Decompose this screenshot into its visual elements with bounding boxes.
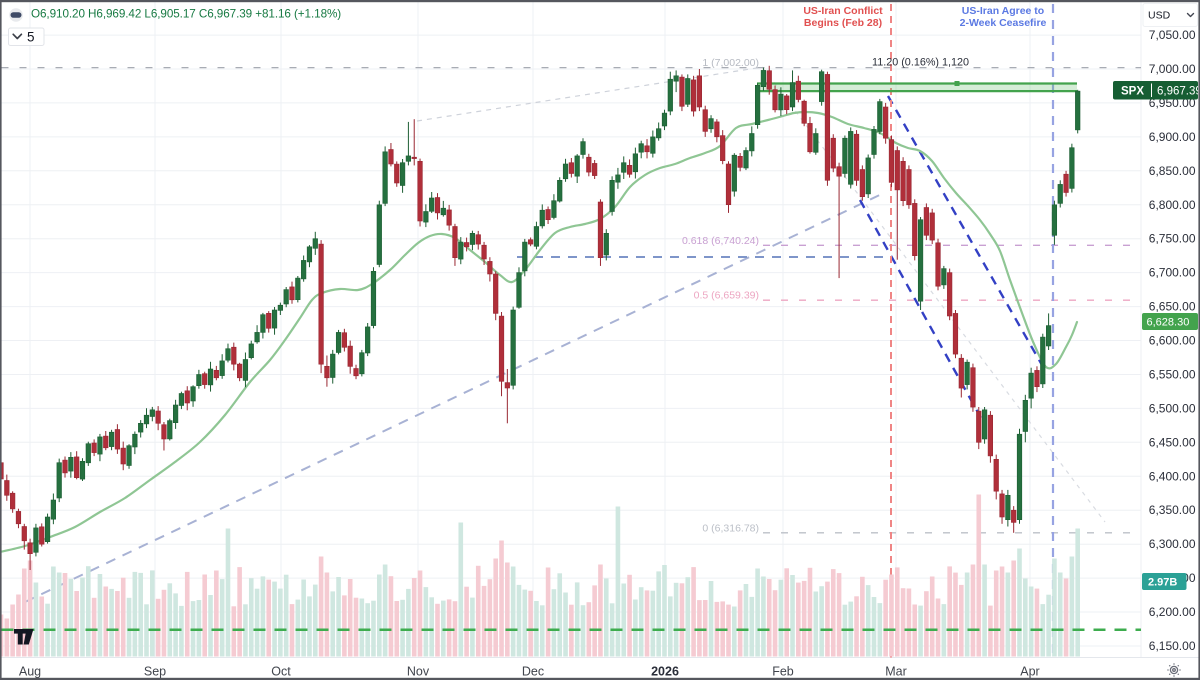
svg-text:US-Iran Conflict: US-Iran Conflict [803, 5, 883, 17]
svg-text:6,967.39: 6,967.39 [1157, 86, 1200, 98]
svg-text:11.20 (0.16%) 1,120: 11.20 (0.16%) 1,120 [872, 57, 969, 69]
svg-text:USD: USD [1148, 10, 1171, 22]
svg-text:6,900.00: 6,900.00 [1149, 130, 1196, 144]
svg-text:Mar: Mar [885, 665, 907, 679]
svg-text:5: 5 [27, 30, 35, 45]
svg-text:O6,910.20 H6,969.42 L6,905.17: O6,910.20 H6,969.42 L6,905.17 C6,967.39 … [31, 8, 341, 21]
svg-text:2.97B: 2.97B [1148, 577, 1177, 589]
svg-text:6,400.00: 6,400.00 [1149, 469, 1196, 483]
svg-text:Begins (Feb 28): Begins (Feb 28) [804, 17, 882, 29]
svg-text:Dec: Dec [522, 665, 544, 679]
svg-text:0.618 (6,740.24): 0.618 (6,740.24) [682, 235, 759, 247]
svg-text:6,628.30: 6,628.30 [1147, 317, 1190, 329]
svg-text:7,000.00: 7,000.00 [1149, 62, 1196, 76]
svg-text:Nov: Nov [407, 665, 430, 679]
svg-text:6,700.00: 6,700.00 [1149, 266, 1196, 280]
svg-text:6,500.00: 6,500.00 [1149, 401, 1196, 415]
svg-text:0.5 (6,659.39): 0.5 (6,659.39) [694, 290, 759, 302]
svg-text:7,050.00: 7,050.00 [1149, 28, 1196, 42]
svg-text:6,550.00: 6,550.00 [1149, 368, 1196, 382]
svg-text:0 (6,316.78): 0 (6,316.78) [702, 522, 759, 534]
svg-text:6,150.00: 6,150.00 [1149, 639, 1196, 653]
svg-text:Oct: Oct [271, 665, 291, 679]
svg-text:6,750.00: 6,750.00 [1149, 232, 1196, 246]
svg-text:Aug: Aug [19, 665, 41, 679]
svg-text:1 (7,002.00): 1 (7,002.00) [702, 57, 759, 69]
svg-text:2-Week Ceasefire: 2-Week Ceasefire [960, 17, 1047, 29]
svg-text:2026: 2026 [651, 665, 679, 679]
svg-text:6,800.00: 6,800.00 [1149, 198, 1196, 212]
svg-text:6,650.00: 6,650.00 [1149, 300, 1196, 314]
svg-text:Apr: Apr [1020, 665, 1039, 679]
svg-text:6,600.00: 6,600.00 [1149, 334, 1196, 348]
svg-text:US-Iran Agree to: US-Iran Agree to [962, 5, 1044, 17]
svg-text:SPX: SPX [1121, 86, 1144, 98]
svg-text:Sep: Sep [144, 665, 166, 679]
svg-text:6,300.00: 6,300.00 [1149, 537, 1196, 551]
svg-text:6,350.00: 6,350.00 [1149, 503, 1196, 517]
svg-text:6,200.00: 6,200.00 [1149, 605, 1196, 619]
svg-text:Feb: Feb [772, 665, 794, 679]
svg-text:6,450.00: 6,450.00 [1149, 435, 1196, 449]
svg-text:6,850.00: 6,850.00 [1149, 164, 1196, 178]
